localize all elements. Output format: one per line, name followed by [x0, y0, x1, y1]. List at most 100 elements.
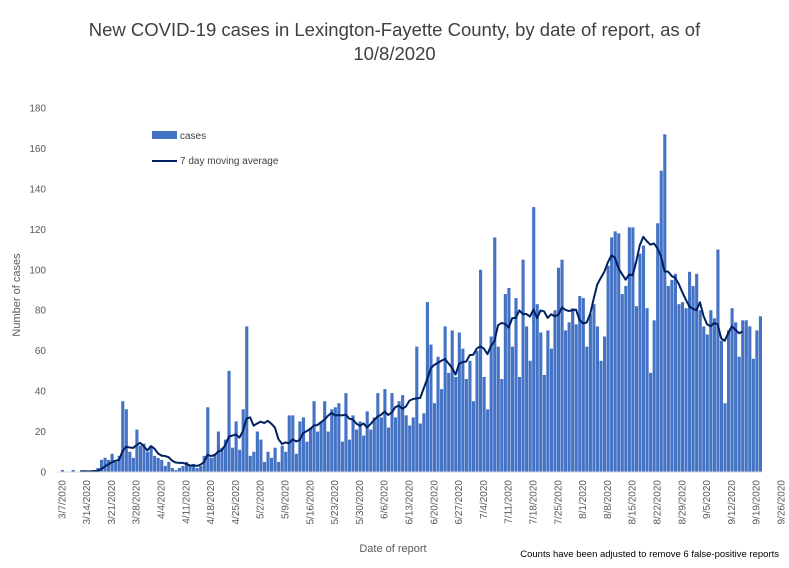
case-bar [581, 298, 585, 472]
x-tick-label: 5/16/2020 [305, 480, 316, 525]
case-bar [241, 409, 245, 472]
case-bar [376, 393, 380, 472]
x-tick-label: 8/29/2020 [677, 480, 688, 525]
case-bar [262, 461, 267, 472]
x-tick-label: 3/21/2020 [107, 480, 118, 525]
case-bar [500, 378, 504, 472]
case-bar [234, 421, 238, 472]
case-bar [145, 451, 150, 472]
case-bar [440, 389, 444, 472]
case-bar [744, 320, 748, 472]
case-bar [507, 287, 511, 472]
x-tick-label: 7/4/2020 [479, 480, 490, 519]
case-bar [319, 421, 323, 472]
case-bar [634, 306, 639, 472]
case-bar [471, 401, 476, 472]
case-bar [613, 231, 617, 472]
case-bar [656, 223, 660, 472]
case-bar [291, 415, 295, 472]
case-bar [688, 271, 692, 472]
case-bar [652, 320, 656, 472]
chart-title: New COVID-19 cases in Lexington-Fayette … [0, 18, 789, 66]
case-bar [365, 411, 369, 472]
case-bar [723, 403, 727, 472]
case-bar [149, 445, 153, 472]
case-bar [588, 314, 592, 472]
x-tick-label: 9/5/2020 [702, 480, 713, 519]
case-bar [238, 449, 242, 472]
case-bar [135, 429, 139, 472]
case-bar [712, 318, 716, 472]
legend-label-cases: cases [180, 131, 206, 142]
x-tick-label: 7/25/2020 [553, 480, 564, 525]
case-bar [741, 320, 745, 472]
case-bar [556, 267, 561, 472]
x-tick-label: 4/25/2020 [231, 480, 242, 525]
case-bar [475, 350, 479, 472]
case-bar [528, 360, 532, 472]
case-bar [429, 344, 433, 472]
case-bar [280, 445, 284, 472]
case-bar [220, 447, 224, 472]
case-bar [645, 308, 649, 472]
case-bar [603, 336, 607, 472]
case-bar [266, 451, 270, 472]
case-bar [351, 415, 355, 472]
case-bar [362, 435, 366, 472]
case-bar [408, 425, 412, 472]
case-bar [479, 269, 483, 472]
case-bar [284, 451, 288, 472]
case-bar [514, 298, 518, 472]
case-bar [305, 441, 309, 472]
case-bar [418, 423, 422, 472]
case-bar [355, 429, 359, 472]
case-bar [560, 259, 564, 472]
x-axis-label: Date of report [359, 543, 426, 555]
case-bar [617, 233, 621, 472]
case-bar [493, 237, 497, 472]
case-bar [627, 227, 631, 472]
case-bar [553, 310, 557, 472]
x-tick-label: 5/30/2020 [355, 480, 366, 525]
case-bar [517, 376, 522, 472]
case-bar [259, 439, 263, 472]
legend-swatch-cases [152, 131, 177, 139]
case-bar [510, 346, 515, 472]
case-bar [316, 431, 320, 472]
case-bar [177, 467, 181, 472]
case-bar [323, 401, 327, 472]
case-bar [255, 431, 259, 472]
case-bar [709, 310, 713, 472]
x-tick-label: 7/11/2020 [504, 480, 515, 524]
case-bar [231, 447, 235, 472]
case-bar [436, 356, 440, 472]
x-tick-label: 6/6/2020 [380, 480, 391, 519]
case-bar [535, 304, 539, 472]
case-bar [167, 461, 171, 472]
x-tick-label: 4/4/2020 [157, 480, 168, 519]
case-bar [698, 310, 702, 472]
case-bar [124, 409, 128, 472]
moving-average-line [79, 235, 743, 473]
x-tick-label: 3/28/2020 [132, 480, 143, 525]
x-tick-label: 5/23/2020 [330, 480, 341, 525]
case-bar [684, 308, 688, 472]
case-bar [298, 421, 302, 472]
x-tick-label: 4/18/2020 [206, 480, 217, 525]
footnote: Counts have been adjusted to remove 6 fa… [520, 549, 779, 560]
case-bar [397, 401, 401, 472]
x-tick-label: 8/15/2020 [628, 480, 639, 525]
case-bar [606, 265, 610, 472]
case-bar [595, 326, 600, 472]
x-tick-label: 3/14/2020 [82, 480, 93, 525]
case-bar [333, 407, 337, 472]
x-tick-label: 8/8/2020 [603, 480, 614, 519]
case-bar [117, 455, 121, 472]
case-bar [131, 457, 135, 472]
x-tick-label: 6/20/2020 [429, 480, 440, 525]
case-bar [153, 455, 157, 472]
case-bar [673, 273, 677, 472]
case-bar [454, 376, 458, 472]
case-bar [344, 393, 348, 472]
